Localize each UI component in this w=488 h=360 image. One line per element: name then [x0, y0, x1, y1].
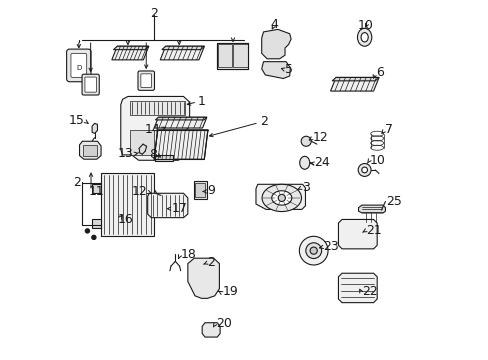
Text: 8: 8	[148, 148, 156, 161]
Text: 7: 7	[384, 123, 392, 136]
Polygon shape	[112, 46, 148, 60]
Polygon shape	[147, 193, 187, 218]
Polygon shape	[255, 184, 305, 210]
Polygon shape	[338, 273, 376, 303]
Ellipse shape	[360, 33, 367, 42]
Text: 20: 20	[215, 317, 231, 330]
Text: 2: 2	[73, 176, 81, 189]
Ellipse shape	[271, 191, 291, 205]
Text: 1: 1	[198, 95, 205, 108]
Ellipse shape	[299, 236, 327, 265]
Ellipse shape	[361, 167, 367, 173]
Polygon shape	[162, 46, 204, 50]
Text: 22: 22	[362, 285, 377, 298]
Polygon shape	[92, 123, 97, 134]
Bar	[83, 145, 97, 156]
Text: 15: 15	[69, 114, 85, 127]
Polygon shape	[160, 46, 204, 60]
Bar	[129, 130, 154, 155]
Polygon shape	[92, 184, 101, 193]
Polygon shape	[202, 323, 220, 337]
FancyBboxPatch shape	[141, 74, 151, 87]
FancyBboxPatch shape	[71, 53, 86, 77]
Polygon shape	[261, 30, 290, 59]
Text: 12: 12	[132, 185, 147, 198]
Ellipse shape	[299, 156, 309, 169]
FancyBboxPatch shape	[85, 77, 96, 92]
Text: 2: 2	[260, 116, 267, 129]
Text: 11: 11	[88, 185, 104, 198]
Text: 17: 17	[172, 202, 187, 215]
Text: 5: 5	[285, 63, 292, 76]
Ellipse shape	[92, 235, 96, 239]
Ellipse shape	[301, 136, 310, 146]
Text: 2: 2	[206, 256, 214, 269]
Text: 23: 23	[323, 240, 339, 253]
Text: 10: 10	[368, 154, 385, 167]
Bar	[216, 43, 247, 69]
Text: 25: 25	[386, 195, 402, 208]
FancyBboxPatch shape	[66, 49, 91, 82]
Ellipse shape	[309, 247, 317, 254]
Text: 13: 13	[117, 147, 133, 159]
Polygon shape	[216, 43, 247, 69]
Text: 24: 24	[314, 156, 329, 169]
Text: 3: 3	[301, 181, 309, 194]
FancyBboxPatch shape	[82, 74, 99, 95]
Ellipse shape	[85, 229, 89, 233]
Text: 16: 16	[117, 213, 133, 226]
Bar	[155, 155, 172, 161]
Text: 18: 18	[180, 248, 196, 261]
Polygon shape	[113, 46, 148, 50]
Text: 9: 9	[206, 184, 214, 197]
Polygon shape	[155, 117, 206, 120]
Bar	[193, 181, 207, 199]
Polygon shape	[154, 130, 207, 159]
Polygon shape	[261, 62, 290, 78]
Polygon shape	[358, 205, 385, 213]
Text: 21: 21	[365, 224, 381, 237]
Polygon shape	[331, 77, 378, 81]
Text: 10: 10	[357, 19, 373, 32]
Polygon shape	[121, 96, 189, 160]
Ellipse shape	[147, 189, 156, 198]
Text: D: D	[76, 65, 81, 71]
Polygon shape	[338, 220, 376, 249]
Ellipse shape	[278, 194, 285, 202]
Text: 12: 12	[312, 131, 328, 144]
Polygon shape	[330, 77, 378, 91]
Bar	[218, 44, 232, 67]
Text: 6: 6	[375, 66, 383, 79]
Bar	[156, 130, 183, 155]
Ellipse shape	[305, 243, 321, 258]
Polygon shape	[154, 117, 206, 128]
Ellipse shape	[262, 184, 301, 212]
Ellipse shape	[357, 28, 371, 46]
Text: 19: 19	[222, 285, 238, 298]
Bar	[233, 44, 247, 67]
Polygon shape	[80, 141, 101, 159]
Bar	[129, 101, 185, 116]
Text: 14: 14	[144, 122, 160, 136]
Polygon shape	[92, 220, 101, 228]
FancyBboxPatch shape	[138, 71, 154, 90]
Text: 2: 2	[150, 7, 158, 20]
Text: 4: 4	[270, 18, 278, 31]
Polygon shape	[187, 258, 219, 298]
Bar	[101, 173, 154, 235]
Bar	[195, 183, 205, 197]
Ellipse shape	[357, 163, 370, 176]
